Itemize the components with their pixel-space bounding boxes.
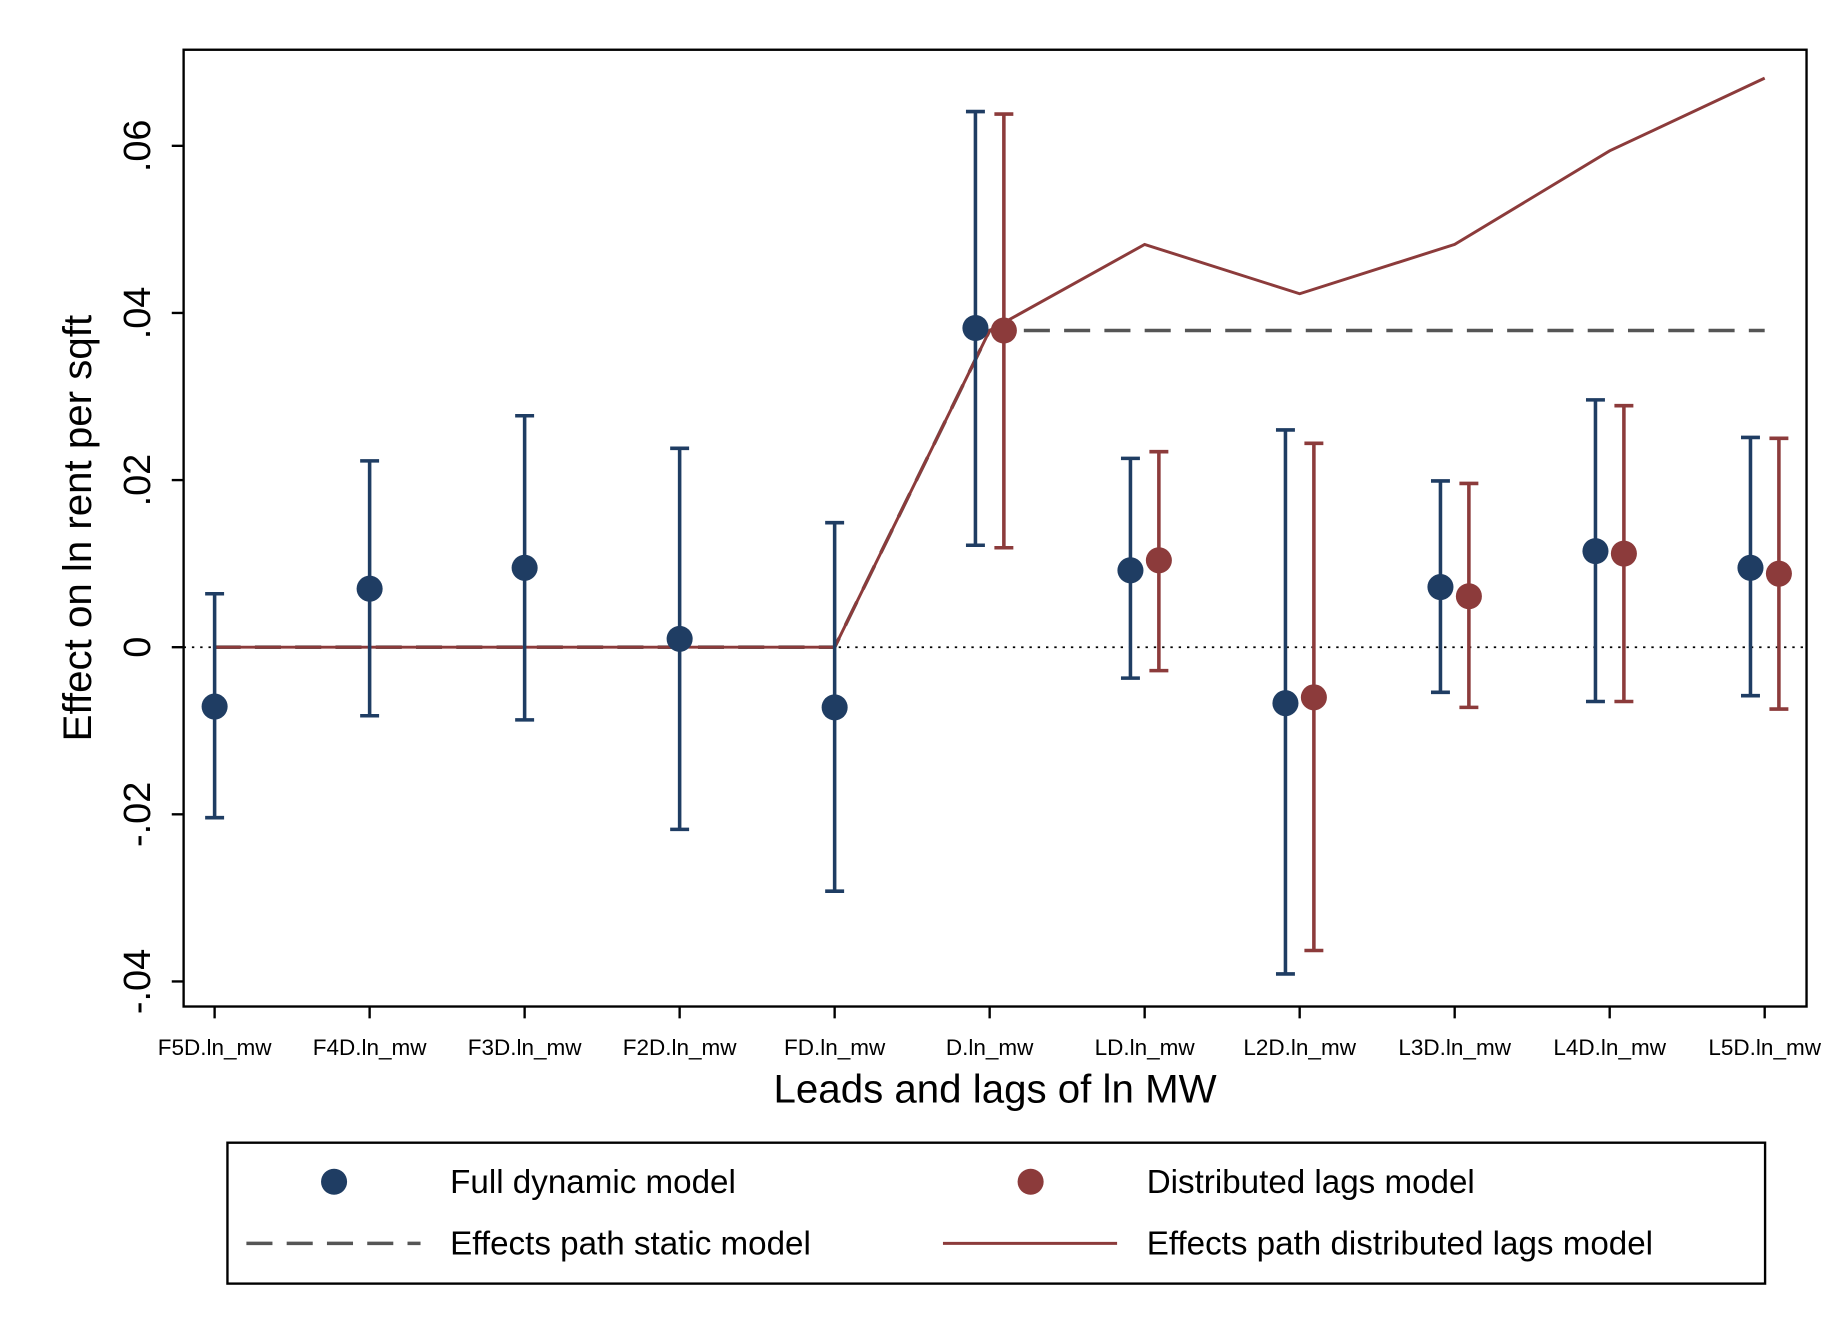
x-tick-label: D.ln_mw xyxy=(946,1035,1034,1060)
point xyxy=(1765,560,1792,587)
x-tick-label: L5D.ln_mw xyxy=(1708,1035,1821,1060)
point xyxy=(511,554,538,581)
effects-path xyxy=(214,76,1766,649)
point xyxy=(1300,684,1327,711)
point xyxy=(1455,583,1482,610)
legend-label: Full dynamic model xyxy=(450,1164,736,1201)
point xyxy=(1427,574,1454,601)
point xyxy=(356,575,383,602)
x-tick-label: F3D.ln_mw xyxy=(468,1035,583,1060)
legend-label: Effects path distributed lags model xyxy=(1147,1225,1653,1262)
point xyxy=(990,317,1017,344)
point xyxy=(1117,557,1144,584)
legend-marker xyxy=(321,1168,348,1195)
legend-label: Effects path static model xyxy=(450,1225,811,1262)
point xyxy=(1582,538,1609,565)
point xyxy=(1610,540,1637,567)
x-tick-label: F4D.ln_mw xyxy=(313,1035,428,1060)
y-tick-label: .06 xyxy=(117,119,159,172)
point xyxy=(201,693,228,720)
y-axis-title: Effect on ln rent per sqft xyxy=(55,315,100,742)
point xyxy=(821,694,848,721)
x-tick-label: L4D.ln_mw xyxy=(1553,1035,1666,1060)
x-tick-label: FD.ln_mw xyxy=(784,1035,886,1060)
y-tick-label: -.04 xyxy=(117,949,159,1014)
x-tick-label: F5D.ln_mw xyxy=(158,1035,273,1060)
point xyxy=(1737,554,1764,581)
y-tick-label: .02 xyxy=(117,454,159,507)
legend-marker xyxy=(1017,1168,1044,1195)
y-tick-label: .04 xyxy=(117,287,159,340)
point xyxy=(1145,547,1172,574)
legend-label: Distributed lags model xyxy=(1147,1164,1475,1201)
point xyxy=(962,314,989,342)
x-tick-label: F2D.ln_mw xyxy=(623,1035,738,1060)
plot-frame xyxy=(182,48,1808,1008)
x-axis-title: Leads and lags of ln MW xyxy=(774,1066,1217,1111)
x-tick-label: L3D.ln_mw xyxy=(1398,1035,1511,1060)
y-tick-label: 0 xyxy=(117,637,159,658)
y-tick-label: -.02 xyxy=(117,782,159,847)
x-tick-label: L2D.ln_mw xyxy=(1243,1035,1356,1060)
x-tick-label: LD.ln_mw xyxy=(1095,1035,1196,1060)
point xyxy=(666,625,693,652)
point xyxy=(1272,690,1299,717)
effects-path xyxy=(214,328,1765,649)
legend-box xyxy=(226,1141,1767,1285)
